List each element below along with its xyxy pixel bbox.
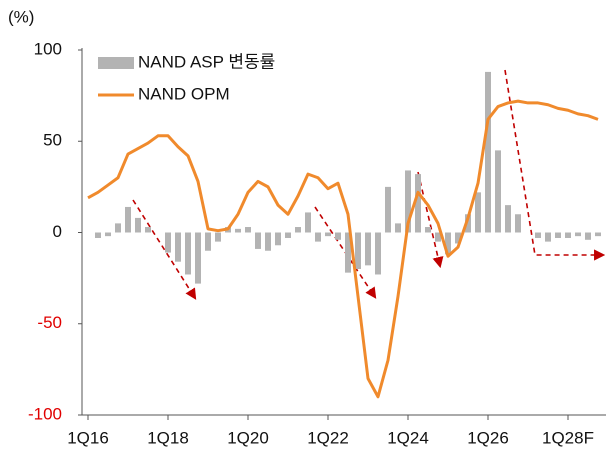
x-tick-label: 1Q20 [227, 428, 269, 447]
bar [105, 232, 111, 237]
bar [145, 227, 151, 233]
x-tick-label: 1Q28F [542, 428, 594, 447]
y-tick-label: 50 [43, 131, 62, 150]
bar [425, 227, 431, 233]
y-tick-label: -100 [28, 404, 62, 423]
legend-label: NAND ASP 변동률 [138, 52, 275, 71]
bar [325, 232, 331, 237]
legend-swatch [98, 57, 134, 69]
bar [385, 186, 391, 233]
bar [345, 232, 351, 273]
bar [535, 232, 541, 238]
bar [465, 214, 471, 233]
bar [195, 232, 201, 284]
bar [185, 232, 191, 275]
bar [435, 232, 441, 242]
bar [165, 232, 171, 253]
bar [415, 174, 421, 233]
x-tick-label: 1Q26 [467, 428, 509, 447]
bar [315, 232, 321, 242]
bar [405, 170, 411, 233]
bar [295, 227, 301, 233]
bar [285, 232, 291, 238]
bar [115, 223, 121, 233]
bar [485, 71, 491, 233]
x-tick-label: 1Q22 [307, 428, 349, 447]
trend-arrow [132, 199, 197, 300]
bar [275, 232, 281, 246]
bar [365, 232, 371, 266]
bar [255, 232, 261, 249]
x-tick-label: 1Q18 [147, 428, 189, 447]
bar [455, 232, 461, 244]
bar [135, 217, 141, 233]
bar [125, 206, 131, 233]
bar [495, 150, 501, 233]
bar [305, 212, 311, 233]
bar [475, 192, 481, 233]
bar [575, 232, 581, 237]
x-tick-label: 1Q24 [387, 428, 429, 447]
bar [355, 232, 361, 269]
bar [565, 232, 571, 238]
bar [265, 232, 271, 251]
trend-arrow [417, 171, 444, 269]
bar [215, 232, 221, 242]
y-tick-label: 100 [34, 39, 62, 58]
x-tick-label: 1Q16 [67, 428, 109, 447]
y-tick-label: 0 [53, 222, 62, 241]
bar [95, 232, 101, 238]
bar [505, 205, 511, 233]
bar [555, 232, 561, 238]
bar [245, 227, 251, 233]
y-axis-label: (%) [8, 7, 34, 26]
bar [205, 232, 211, 251]
bar [375, 232, 381, 275]
legend-label: NAND OPM [138, 84, 230, 103]
bar [395, 223, 401, 233]
bar [515, 214, 521, 233]
bar [335, 232, 341, 240]
line [87, 99, 599, 399]
y-tick-label: -50 [37, 313, 62, 332]
bar [585, 232, 591, 240]
bar [175, 232, 181, 262]
bar [445, 232, 451, 255]
bar [595, 232, 601, 237]
bar [545, 232, 551, 242]
bar [235, 228, 241, 233]
